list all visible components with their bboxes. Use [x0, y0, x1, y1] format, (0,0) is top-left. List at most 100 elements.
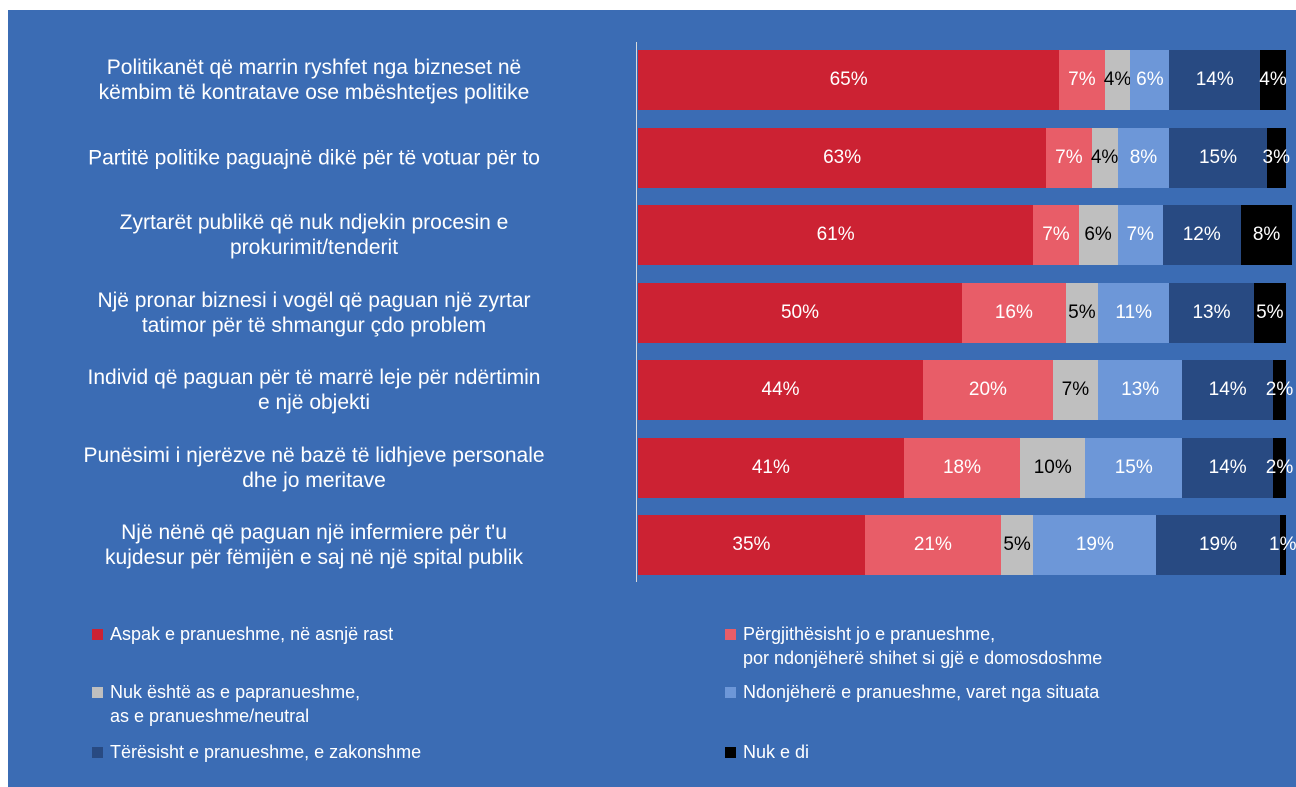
data-label: 19%: [1075, 534, 1114, 555]
bar-segment: [1279, 515, 1286, 575]
bar-segment: [1117, 205, 1163, 265]
data-label: 18%: [942, 456, 982, 478]
data-label: 7%: [1068, 69, 1096, 90]
axis-line: [636, 42, 637, 582]
data-label: 19%: [1198, 534, 1237, 555]
bar-segment: [638, 205, 1034, 265]
data-label: 15%: [1114, 456, 1153, 478]
bar-segment: [1098, 360, 1183, 420]
legend-label: Nuk është as e papranueshme, as e pranue…: [110, 682, 361, 726]
bar-segment: [1020, 437, 1086, 498]
bar-segment: [1182, 360, 1274, 420]
legend-swatch: [92, 629, 103, 640]
data-label: 2%: [1265, 456, 1294, 478]
bar-segment: [1046, 127, 1092, 188]
legend-label: Nuk e di: [743, 742, 810, 762]
legend-label: Përgjithësisht jo e pranueshme, por ndon…: [743, 624, 1103, 668]
data-label: 7%: [1126, 224, 1154, 245]
data-label: 2%: [1265, 379, 1294, 400]
data-label: 65%: [829, 69, 868, 90]
legend-label: Aspak e pranueshme, në asnjë rast: [110, 624, 394, 644]
chart: Politikanët që marrin ryshfet nga biznes…: [8, 10, 1296, 787]
data-label: 3%: [1262, 146, 1290, 168]
data-label: 41%: [751, 456, 790, 478]
data-label: 16%: [994, 301, 1033, 323]
data-label: 7%: [1061, 379, 1090, 400]
data-label: 50%: [780, 301, 820, 323]
data-label: 63%: [823, 146, 862, 168]
bar-segment: [864, 515, 1001, 575]
data-label: 5%: [1256, 301, 1284, 323]
bar-segment: [1162, 205, 1241, 265]
bar-segment: [638, 515, 865, 575]
category-label: Politikanët që marrin ryshfet nga biznes…: [98, 56, 530, 104]
bar-segment: [1059, 50, 1105, 110]
bar-segment: [638, 127, 1047, 188]
bar-segment: [638, 282, 962, 343]
bar-segment: [1000, 515, 1034, 575]
bar-segment: [1240, 205, 1293, 265]
data-label: 21%: [913, 534, 952, 555]
bar-segment: [1098, 282, 1170, 343]
bar-segment: [1085, 437, 1183, 498]
bar-segment: [1104, 50, 1131, 110]
data-label: 61%: [816, 224, 855, 245]
bar-segment: [1253, 282, 1286, 343]
bar-segment: [1273, 360, 1286, 420]
bar-segment: [1091, 127, 1118, 188]
data-label: 6%: [1136, 69, 1164, 90]
bar-segment: [1169, 127, 1267, 188]
bar-segment: [1169, 282, 1254, 343]
data-label: 14%: [1195, 69, 1234, 90]
data-label: 20%: [968, 379, 1007, 400]
legend-swatch: [725, 629, 736, 640]
data-label: 4%: [1090, 146, 1119, 168]
data-label: 4%: [1259, 69, 1287, 90]
bar-segment: [638, 437, 904, 498]
bar-segment: [1065, 282, 1099, 343]
bar-segment: [1273, 437, 1286, 498]
category-label: Zyrtarët publikë që nuk ndjekin procesin…: [119, 211, 509, 259]
data-label: 12%: [1182, 224, 1221, 245]
category-label: Një pronar biznesi i vogël që paguan një…: [97, 288, 531, 337]
data-label: 5%: [1068, 301, 1096, 323]
data-label: 11%: [1115, 301, 1153, 323]
data-label: 8%: [1129, 146, 1158, 168]
bar-segment: [1033, 515, 1157, 575]
bar-segment: [1033, 205, 1079, 265]
bar-segment: [923, 360, 1053, 420]
legend-label: Ndonjëherë e pranueshme, varet nga situa…: [743, 682, 1100, 702]
category-label: Punësimi i njerëzve në bazë të lidhjeve …: [83, 443, 545, 492]
data-label: 1%: [1269, 534, 1296, 555]
category-label: Individ që paguan për të marrë leje për …: [87, 366, 541, 414]
legend-swatch: [92, 747, 103, 758]
legend-swatch: [725, 747, 736, 758]
data-label: 7%: [1055, 146, 1083, 168]
legend-swatch: [92, 687, 103, 698]
bar-segment: [638, 50, 1060, 110]
data-label: 14%: [1208, 456, 1247, 478]
data-label: 5%: [1003, 534, 1031, 555]
category-label: Një nënë që paguan një infermiere për t'…: [105, 521, 523, 569]
bar-segment: [962, 282, 1066, 343]
data-label: 13%: [1192, 301, 1231, 323]
data-label: 6%: [1084, 224, 1112, 245]
data-label: 15%: [1198, 146, 1237, 168]
category-label: Partitë politike paguajnë dikë për të vo…: [88, 146, 540, 169]
legend-label: Tërësisht e pranueshme, e zakonshme: [110, 742, 422, 762]
bar-segment: [1156, 515, 1280, 575]
bar-segment: [638, 360, 924, 420]
data-label: 4%: [1103, 69, 1132, 90]
data-label: 13%: [1121, 379, 1160, 400]
bar-segment: [1130, 50, 1170, 110]
data-label: 35%: [732, 534, 771, 555]
bar-segment: [1052, 360, 1099, 420]
bar-segment: [903, 437, 1021, 498]
data-label: 8%: [1252, 224, 1281, 245]
bar-segment: [1266, 127, 1286, 188]
bar-segment: [1169, 50, 1261, 110]
legend-swatch: [725, 687, 736, 698]
data-label: 7%: [1042, 224, 1070, 245]
data-label: 14%: [1208, 379, 1247, 400]
data-label: 44%: [761, 379, 800, 400]
